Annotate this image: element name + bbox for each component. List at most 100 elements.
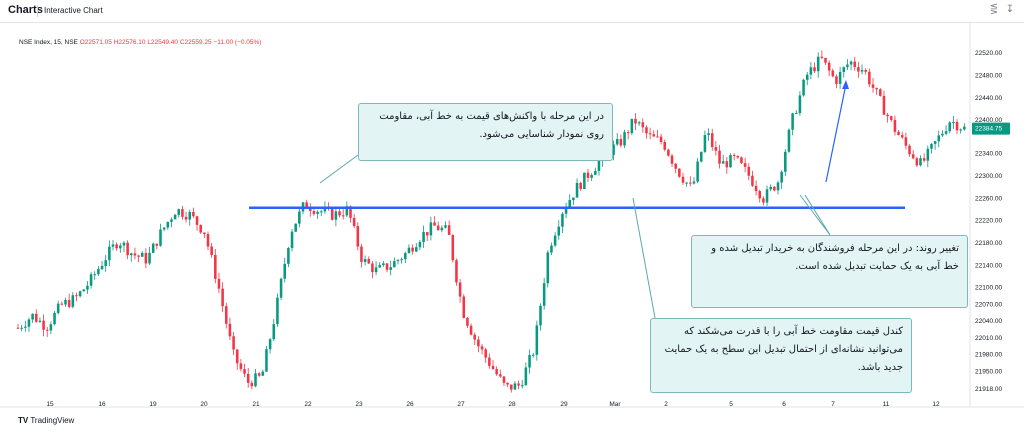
candle-body (155, 243, 159, 246)
candle-body (495, 369, 498, 375)
download-icon[interactable]: ↧ (1005, 4, 1015, 15)
candle-body (27, 319, 31, 327)
tradingview-logo[interactable]: TV TradingView (18, 416, 74, 425)
share-icon[interactable]: ⋚ (989, 4, 999, 15)
candle-body (747, 166, 751, 176)
candle-body (148, 252, 151, 264)
candles-layer (16, 50, 966, 393)
candle-body (933, 141, 937, 144)
candle-body (371, 263, 374, 273)
candle-body (550, 245, 553, 253)
candle-body (751, 175, 754, 186)
candle-body (641, 122, 645, 128)
candle-body (334, 211, 338, 220)
candle-body (287, 248, 290, 264)
candle-body (298, 211, 301, 224)
candle-body (864, 69, 867, 72)
candle-body (393, 261, 396, 268)
candle-body (615, 139, 619, 145)
candle-body (718, 150, 721, 164)
candle-body (93, 274, 97, 276)
candle-body (659, 136, 663, 143)
callout-trend-change: تغییر روند: در این مرحله فروشندگان به خر… (691, 235, 968, 308)
candle-body (572, 197, 575, 201)
candle-body (827, 62, 831, 71)
price-tick-label: 22100.00 (975, 285, 1002, 292)
candle-body (323, 207, 327, 212)
overlays-layer (249, 80, 905, 319)
candle-body (758, 191, 762, 199)
time-tick-label: 27 (457, 401, 465, 408)
candle-body (846, 64, 849, 68)
candle-body (385, 263, 389, 270)
legend-open: O22571.05 (79, 39, 112, 46)
candle-body (290, 231, 294, 249)
app-title: Charts (8, 4, 43, 16)
last-price-badge (972, 122, 1010, 135)
candle-body (75, 295, 78, 297)
price-tick-label: 21980.00 (975, 352, 1002, 359)
candle-body (816, 56, 820, 72)
time-tick-label: 21 (252, 401, 260, 408)
candle-body (842, 67, 846, 72)
candle-body (557, 226, 561, 236)
candle-body (316, 211, 319, 214)
candle-body (162, 227, 166, 230)
candle-body (922, 158, 926, 161)
price-tick-label: 22010.00 (975, 335, 1002, 342)
candle-body (224, 306, 228, 324)
candle-body (944, 131, 948, 134)
top-toolbar: Charts Interactive Chart ⋚ ↧ (0, 0, 1024, 23)
candle-body (674, 163, 677, 169)
tradingview-label: TradingView (30, 416, 75, 425)
candle-body (678, 168, 681, 177)
candle-body (235, 349, 239, 364)
candle-body (886, 114, 889, 117)
candle-body (349, 206, 352, 218)
candle-body (528, 355, 531, 368)
candle-body (809, 67, 813, 75)
candle-body (309, 208, 312, 212)
price-tick-label: 22300.00 (975, 173, 1002, 180)
candle-body (594, 170, 597, 175)
candle-body (254, 373, 257, 387)
candle-body (221, 288, 224, 307)
candle-body (89, 274, 93, 286)
candle-body (16, 327, 20, 329)
toolbar-divider (37, 5, 38, 17)
candle-body (575, 182, 579, 198)
candle-body (440, 227, 444, 231)
candle-body (458, 282, 462, 297)
candle-body (378, 265, 382, 268)
candle-body (491, 365, 495, 370)
candle-body (696, 161, 699, 182)
candle-body (341, 215, 345, 217)
candle-body (524, 367, 528, 386)
candle-body (948, 122, 952, 132)
candle-body (915, 158, 919, 166)
legend-close: C22559.25 (179, 39, 212, 46)
time-tick-label: 16 (98, 401, 106, 408)
candle-body (656, 136, 659, 138)
candle-body (382, 263, 385, 266)
candle-body (930, 143, 933, 149)
trend-arrowhead (842, 80, 849, 89)
candle-body (911, 154, 915, 159)
candle-body (849, 61, 853, 65)
candle-body (780, 171, 783, 183)
candle-body (144, 252, 148, 264)
candle-body (312, 211, 316, 214)
candle-body (791, 113, 794, 130)
candle-body (466, 317, 469, 326)
callout-pointer-breakout (632, 197, 656, 319)
candle-body (137, 255, 140, 257)
candle-body (952, 121, 955, 123)
legend-change: −11.00 (−0.05%) (213, 39, 262, 46)
candle-body (820, 56, 824, 58)
candle-body (652, 134, 656, 137)
candle-body (626, 132, 630, 134)
candlestick-chart[interactable]: 22520.00 22480.00 22440.00 22400.00 22384.75… (0, 22, 1024, 418)
price-tick-label: 22440.00 (975, 95, 1002, 102)
candle-body (568, 200, 572, 208)
candle-body (959, 129, 962, 131)
